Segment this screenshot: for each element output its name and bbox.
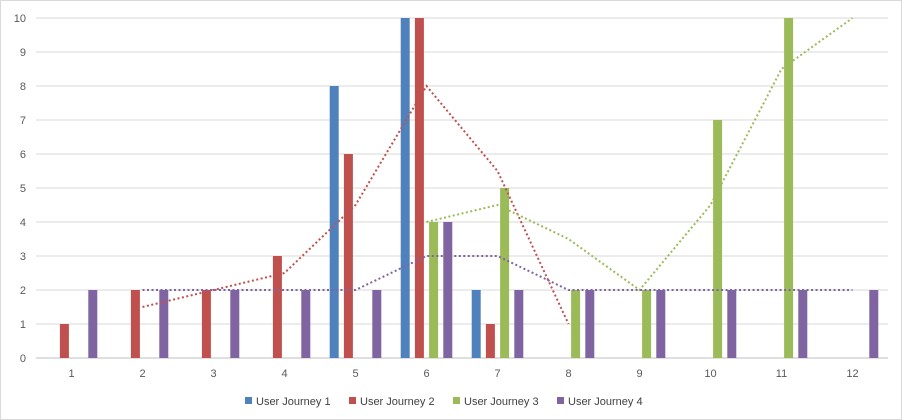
- bar-user-journey-4: [301, 290, 311, 358]
- bar-user-journey-1: [329, 86, 339, 358]
- bar-user-journey-4: [727, 290, 737, 358]
- x-tick-label: 2: [139, 368, 145, 380]
- bar-user-journey-1: [400, 18, 410, 358]
- bar-user-journey-4: [656, 290, 666, 358]
- bar-user-journey-2: [201, 290, 211, 358]
- bar-user-journey-4: [88, 290, 98, 358]
- x-tick-label: 9: [636, 368, 642, 380]
- y-tick-label: 4: [20, 217, 26, 229]
- legend-label: User Journey 2: [360, 396, 435, 408]
- y-tick-label: 1: [20, 319, 26, 331]
- bar-user-journey-4: [514, 290, 524, 358]
- x-tick-label: 7: [494, 368, 500, 380]
- bar-user-journey-4: [372, 290, 382, 358]
- legend-label: User Journey 4: [568, 396, 643, 408]
- y-tick-label: 10: [14, 13, 26, 25]
- gridlines: [36, 17, 888, 359]
- x-tick-label: 8: [565, 368, 571, 380]
- trendline-user-journey-3: [426, 17, 854, 292]
- x-tick-label: 4: [281, 368, 287, 380]
- legend-swatch: [349, 397, 356, 404]
- bar-user-journey-2: [130, 290, 140, 358]
- bar-user-journey-3: [429, 222, 439, 358]
- bar-user-journey-2: [414, 18, 424, 358]
- legend-swatch: [557, 397, 564, 404]
- legend-swatch: [453, 397, 460, 404]
- y-tick-label: 3: [20, 251, 26, 263]
- bar-user-journey-4: [159, 290, 169, 358]
- bar-user-journey-2: [343, 154, 353, 358]
- x-tick-label: 5: [352, 368, 358, 380]
- bar-user-journey-4: [443, 222, 453, 358]
- x-axis-ticks: 1 2 3 4 5 6 7 8 9 10 11 12: [68, 368, 858, 380]
- legend-label: User Journey 3: [464, 396, 539, 408]
- bar-user-journey-3: [500, 188, 510, 358]
- bar-user-journey-4: [798, 290, 808, 358]
- bar-user-journey-3: [713, 120, 723, 358]
- x-tick-label: 6: [423, 368, 429, 380]
- bar-user-journey-4: [585, 290, 595, 358]
- trendline-user-journey-4: [142, 255, 853, 291]
- y-tick-label: 9: [20, 47, 26, 59]
- trendlines: [142, 17, 854, 325]
- y-tick-label: 8: [20, 81, 26, 93]
- bar-user-journey-4: [869, 290, 879, 358]
- bar-user-journey-4: [230, 290, 240, 358]
- bar-user-journey-3: [642, 290, 652, 358]
- y-tick-label: 6: [20, 149, 26, 161]
- trendline-user-journey-2: [142, 84, 570, 325]
- y-tick-label: 0: [20, 353, 26, 365]
- legend-swatch: [245, 397, 252, 404]
- bar-user-journey-2: [59, 324, 69, 358]
- x-tick-label: 1: [68, 368, 74, 380]
- bar-user-journey-1: [471, 290, 481, 358]
- bar-user-journey-3: [784, 18, 794, 358]
- bar-user-journey-2: [485, 324, 495, 358]
- x-tick-label: 3: [210, 368, 216, 380]
- legend: User Journey 1 User Journey 2 User Journey…: [245, 396, 643, 408]
- x-tick-label: 10: [704, 368, 716, 380]
- y-tick-label: 7: [20, 115, 26, 127]
- bar-user-journey-3: [571, 290, 581, 358]
- bars: [59, 18, 879, 358]
- bar-user-journey-2: [272, 256, 282, 358]
- y-tick-label: 2: [20, 285, 26, 297]
- x-tick-label: 11: [776, 368, 787, 380]
- legend-label: User Journey 1: [256, 396, 331, 408]
- y-axis-ticks: 0 1 2 3 4 5 6 7 8 9 10: [14, 13, 26, 365]
- y-tick-label: 5: [20, 183, 26, 195]
- x-tick-label: 12: [846, 368, 858, 380]
